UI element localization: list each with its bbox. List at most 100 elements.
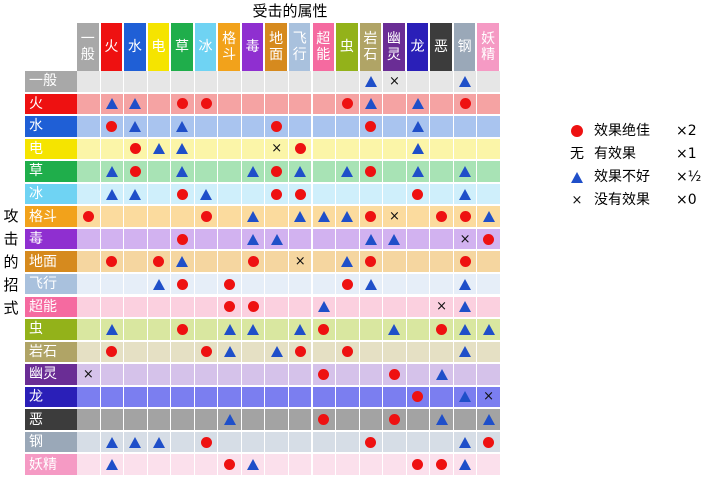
effect-cell bbox=[124, 71, 148, 94]
legend-label: 效果绝佳 bbox=[594, 123, 650, 139]
super-effective-mark bbox=[106, 256, 118, 268]
effect-cell: × bbox=[383, 71, 407, 94]
col-header-char: 钢 bbox=[457, 39, 472, 55]
row-header-8: 毒 bbox=[25, 228, 77, 252]
no-effect-mark: × bbox=[82, 366, 94, 382]
effect-cell bbox=[312, 116, 337, 139]
super-effective-mark bbox=[459, 98, 471, 110]
effect-cell bbox=[453, 183, 478, 207]
legend-multiplier: ×0 bbox=[676, 192, 697, 208]
row-header-label: 岩石 bbox=[29, 343, 57, 360]
col-header-char: 一 bbox=[80, 31, 95, 47]
effect-cell bbox=[100, 364, 125, 387]
not-very-effective-mark bbox=[105, 188, 118, 200]
effect-cell bbox=[218, 206, 242, 229]
effect-cell bbox=[453, 319, 478, 342]
effect-cell bbox=[477, 93, 501, 117]
effect-cell bbox=[383, 251, 407, 274]
effect-cell bbox=[124, 273, 148, 297]
effect-cell: × bbox=[477, 386, 501, 410]
legend-label: 没有效果 bbox=[594, 192, 650, 208]
row-header-5: 草 bbox=[25, 161, 77, 184]
not-very-effective-mark bbox=[105, 165, 118, 177]
effect-cell bbox=[288, 386, 313, 410]
effect-cell bbox=[77, 116, 101, 139]
effect-cell bbox=[124, 206, 148, 229]
effect-cell bbox=[288, 71, 313, 94]
effect-cell bbox=[100, 386, 125, 410]
not-very-effective-mark bbox=[294, 211, 307, 223]
row-header-4: 电 bbox=[25, 138, 77, 162]
super-effective-mark bbox=[412, 391, 424, 403]
effect-cell bbox=[312, 161, 337, 184]
effect-cell bbox=[453, 273, 478, 297]
row-header-15: 龙 bbox=[25, 386, 77, 410]
effect-cell bbox=[194, 296, 219, 320]
row-header-7: 格斗 bbox=[25, 206, 77, 229]
super-effective-mark bbox=[318, 414, 330, 426]
effect-cell bbox=[288, 206, 313, 229]
legend-label: 效果不好 bbox=[594, 169, 650, 185]
effect-cell bbox=[194, 454, 219, 477]
super-effective-mark bbox=[341, 278, 353, 290]
row-header-label: 钢 bbox=[29, 434, 43, 451]
effect-cell bbox=[241, 116, 266, 139]
effect-cell bbox=[406, 228, 431, 252]
no-effect-mark: × bbox=[483, 389, 495, 405]
effect-cell bbox=[77, 409, 101, 432]
row-header-label: 虫 bbox=[29, 321, 43, 338]
col-header-16: 恶 bbox=[430, 23, 454, 71]
effect-cell bbox=[477, 341, 501, 365]
legend-text-mark: 无 bbox=[570, 146, 584, 162]
effect-cell bbox=[77, 431, 101, 455]
row-header-label: 冰 bbox=[29, 186, 43, 203]
effect-cell bbox=[359, 364, 384, 387]
super-effective-mark bbox=[224, 301, 236, 313]
effect-cell bbox=[100, 228, 125, 252]
effect-cell bbox=[477, 431, 501, 455]
not-very-effective-mark bbox=[459, 301, 472, 313]
col-header-5: 草 bbox=[171, 23, 195, 71]
effect-cell bbox=[406, 364, 431, 387]
effect-cell bbox=[430, 364, 454, 387]
not-very-effective-mark bbox=[223, 346, 236, 358]
effect-cell bbox=[359, 228, 384, 252]
effect-cell bbox=[265, 161, 289, 184]
super-effective-mark bbox=[176, 233, 188, 245]
col-header-char: 火 bbox=[104, 39, 119, 55]
effect-cell bbox=[171, 93, 195, 117]
effect-cell bbox=[265, 251, 289, 274]
effect-cell bbox=[241, 228, 266, 252]
col-header-char: 草 bbox=[174, 39, 189, 55]
effect-cell bbox=[312, 296, 337, 320]
col-header-3: 水 bbox=[124, 23, 148, 71]
row-header-12: 虫 bbox=[25, 319, 77, 342]
super-effective-mark bbox=[176, 278, 188, 290]
effect-cell bbox=[406, 251, 431, 274]
effect-cell: × bbox=[430, 296, 454, 320]
col-header-char: 电 bbox=[151, 39, 166, 55]
effect-cell bbox=[265, 71, 289, 94]
effect-cell bbox=[147, 273, 172, 297]
not-very-effective-mark bbox=[270, 233, 283, 245]
effect-cell bbox=[241, 364, 266, 387]
effect-cell bbox=[100, 138, 125, 162]
effect-cell bbox=[312, 319, 337, 342]
effect-cell bbox=[147, 341, 172, 365]
effect-cell bbox=[171, 116, 195, 139]
row-header-3: 水 bbox=[25, 116, 77, 139]
super-effective-mark bbox=[176, 323, 188, 335]
effect-cell bbox=[359, 409, 384, 432]
effect-cell bbox=[430, 386, 454, 410]
legend: 效果绝佳 ×2 无有效果 ×1 效果不好 ×½ × 没有效果 ×0 bbox=[570, 122, 715, 214]
effect-cell bbox=[383, 431, 407, 455]
row-header-label: 地面 bbox=[29, 253, 57, 270]
super-effective-mark bbox=[153, 256, 165, 268]
effect-cell bbox=[147, 116, 172, 139]
effect-cell bbox=[124, 183, 148, 207]
effect-cell bbox=[312, 364, 337, 387]
effect-cell bbox=[77, 93, 101, 117]
super-effective-mark bbox=[224, 278, 236, 290]
effect-cell bbox=[171, 161, 195, 184]
effect-cell bbox=[124, 251, 148, 274]
